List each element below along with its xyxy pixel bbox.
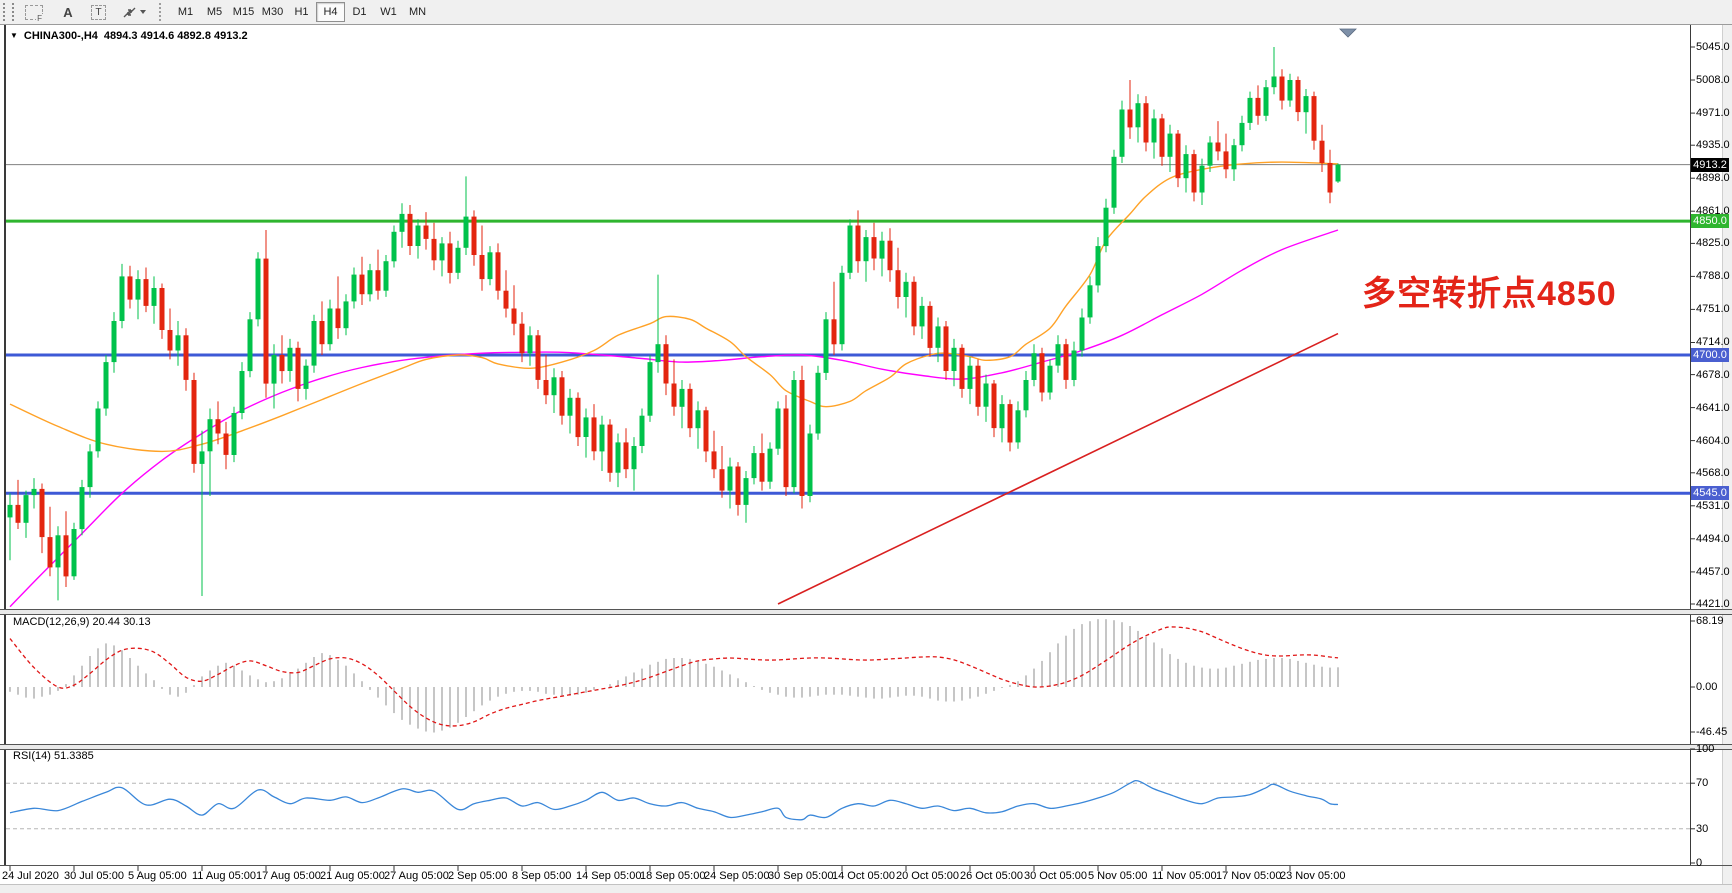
text-label-icon: A [63,4,73,20]
price-scale-label: 4751.0 [1696,303,1730,316]
date-axis-label: 23 Nov 05:00 [1280,870,1346,882]
key-levels-layer [6,164,1690,495]
date-axis-label: 17 Nov 05:00 [1216,870,1282,882]
price-badge-4913.2: 4913.2 [1691,157,1729,172]
price-scale-separator [1690,25,1691,866]
price-scale-label: 5008.0 [1696,74,1730,87]
date-axis-label: 27 Aug 05:00 [384,870,449,882]
rsi-layer [6,779,1690,830]
date-axis-label: 14 Sep 05:00 [576,870,642,882]
rsi-scale-label: 0 [1696,857,1703,869]
price-scale-label: 4421.0 [1696,598,1730,610]
panel-splitter-macd[interactable] [0,609,1732,615]
window-right-strip [1722,25,1732,884]
date-axis-label: 14 Oct 05:00 [832,870,895,882]
price-scale-label: 4825.0 [1696,237,1730,250]
axis-ticks [9,46,1695,871]
timeframe-button-m15[interactable]: M15 [232,6,255,18]
grid-icon: F [25,4,43,23]
price-scale-label: 4494.0 [1696,532,1730,545]
ohlc-values: 4894.3 4914.6 4892.8 4913.2 [103,30,248,42]
text-tool-button[interactable]: T [86,2,111,22]
date-axis-label: 26 Oct 05:00 [960,870,1023,882]
date-axis-label: 18 Sep 05:00 [640,870,706,882]
chevron-down-icon [140,10,146,14]
date-axis-label: 11 Nov 05:00 [1152,870,1217,882]
timeframe-button-m30[interactable]: M30 [261,6,284,18]
date-axis-label: 24 Sep 05:00 [704,870,770,882]
macd-scale-label: 68.19 [1696,615,1724,627]
date-axis-label: 30 Sep 05:00 [768,870,834,882]
ma-slow-magenta [9,229,1339,608]
price-scale-label: 4935.0 [1696,139,1730,152]
date-axis-label: 30 Oct 05:00 [1024,870,1087,882]
price-scale-label: 4457.0 [1696,565,1730,578]
price-scale-label: 4678.0 [1696,368,1730,381]
arrows-tool-button[interactable] [117,2,151,22]
timeframe-buttons: M1 M5 M15 M30 H1 H4 D1 W1 MN [171,2,432,22]
price-scale-label: 4604.0 [1696,434,1730,447]
chart-title: ▼ CHINA300-,H4 4894.3 4914.6 4892.8 4913… [10,30,248,42]
price-scale-label: 4714.0 [1696,336,1730,349]
macd-scale-label: 0.00 [1696,681,1718,693]
macd-label: MACD(12,26,9) 20.44 30.13 [13,616,151,628]
date-axis-label: 11 Aug 05:00 [192,870,257,882]
timeframe-button-m1[interactable]: M1 [177,6,194,18]
price-badge-4545.0: 4545.0 [1691,486,1729,501]
timeframe-button-h4[interactable]: H4 [316,2,345,22]
text-annotation[interactable]: 多空转折点4850 [1362,275,1617,313]
ma-fast-orange [9,161,1339,453]
price-badge-4850.0: 4850.0 [1691,214,1729,229]
trendline-red[interactable] [777,332,1339,605]
rsi-scale-label: 70 [1696,777,1709,790]
rsi-scale-label: 30 [1696,822,1709,835]
price-scale-label: 4531.0 [1696,499,1730,512]
date-axis-label: 8 Sep 05:00 [512,870,572,882]
price-scale-label: 4971.0 [1696,107,1730,120]
chart-left-border [4,25,6,866]
cycle-arrows-icon [123,7,136,17]
price-scale-label: 4898.0 [1696,172,1730,185]
rsi-bottom-border [0,865,1732,866]
date-axis-label: 20 Oct 05:00 [896,870,959,882]
expand-triangle-icon[interactable]: ▼ [10,30,18,40]
price-scale-label: 4568.0 [1696,466,1730,479]
panel-splitter-rsi[interactable] [0,744,1732,750]
macd-scale-label: -46.45 [1696,725,1728,738]
text-tool-icon: T [91,4,106,20]
date-axis-label: 24 Jul 2020 [2,870,59,882]
price-scale-label: 4641.0 [1696,401,1730,414]
date-axis-label: 17 Aug 05:00 [256,870,321,882]
chart-properties-button[interactable]: F [20,2,48,23]
timeframe-button-d1[interactable]: D1 [352,6,367,18]
text-label-button[interactable]: A [56,2,80,22]
toolbar-drag-handle[interactable] [3,3,14,21]
date-axis-label: 30 Jul 05:00 [64,870,124,882]
date-axis-label: 5 Aug 05:00 [128,870,187,882]
timeframe-button-mn[interactable]: MN [408,6,427,18]
price-scale-label: 5045.0 [1696,41,1730,53]
window-bottom-strip [0,884,1732,893]
price-badge-4700.0: 4700.0 [1691,347,1729,362]
timeframe-button-m5[interactable]: M5 [206,6,223,18]
timeframe-button-w1[interactable]: W1 [380,6,397,18]
rsi-label: RSI(14) 51.3385 [13,750,94,762]
date-axis-label: 21 Aug 05:00 [320,870,385,882]
toolbar: F A T M1 M5 M15 M30 H1 H4 D1 W1 MN [0,0,1732,25]
macd-layer [9,619,1339,733]
price-scale-label: 4788.0 [1696,270,1730,283]
timeframe-button-h1[interactable]: H1 [294,6,309,18]
candles-layer [7,47,1341,601]
date-axis-label: 2 Sep 05:00 [448,870,508,882]
chart-shift-marker-icon [1339,28,1357,38]
toolbar-separator [159,3,167,21]
rsi-scale-label: 100 [1696,743,1715,755]
symbol-period-label: CHINA300-,H4 [23,30,98,42]
date-axis-label: 5 Nov 05:00 [1088,870,1148,882]
